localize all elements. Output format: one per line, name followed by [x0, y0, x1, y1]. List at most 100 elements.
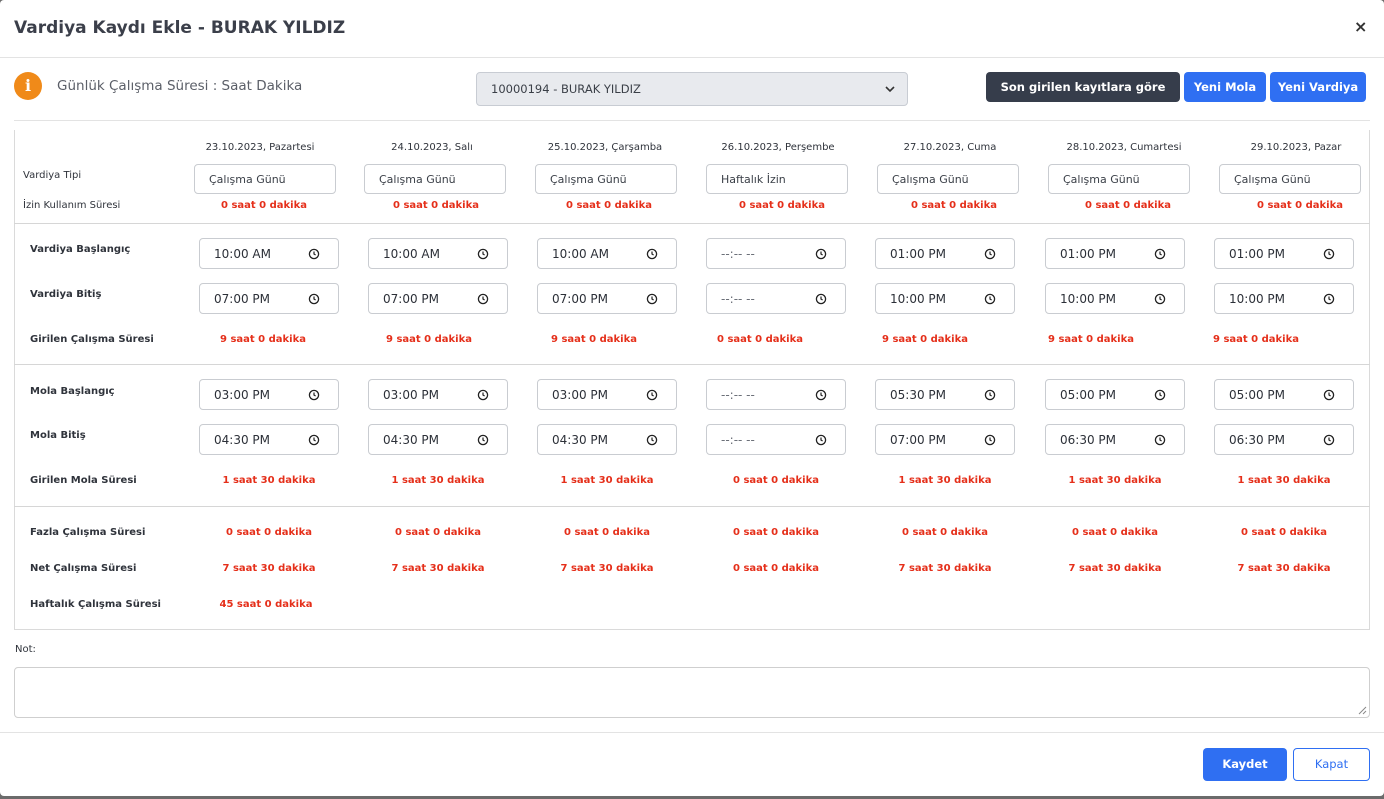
- shift-type-value: Çalışma Günü: [550, 173, 627, 186]
- note-textarea[interactable]: [14, 667, 1370, 718]
- clock-icon[interactable]: [646, 293, 658, 305]
- shift-end-input[interactable]: 10:00 PM: [875, 283, 1015, 314]
- break-start-input[interactable]: 03:00 PM: [368, 379, 508, 410]
- shift-end-input[interactable]: 07:00 PM: [537, 283, 677, 314]
- shift-start-input[interactable]: 10:00 AM: [199, 238, 339, 269]
- clock-icon[interactable]: [1154, 248, 1166, 260]
- shift-type-label: Vardiya Tipi: [23, 170, 82, 181]
- clock-icon[interactable]: [815, 248, 827, 260]
- shift-start-input[interactable]: --:-- --: [706, 238, 846, 269]
- clock-icon[interactable]: [477, 434, 489, 446]
- break-end-input-value: --:-- --: [721, 433, 755, 447]
- clock-icon[interactable]: [646, 434, 658, 446]
- clock-icon[interactable]: [984, 389, 996, 401]
- shift-start-input-value: 01:00 PM: [890, 247, 946, 261]
- break-end-input[interactable]: 04:30 PM: [537, 424, 677, 455]
- break-end-input-value: 07:00 PM: [890, 433, 946, 447]
- shift-start-input[interactable]: 01:00 PM: [1045, 238, 1185, 269]
- shift-start-input[interactable]: 01:00 PM: [1214, 238, 1354, 269]
- shift-end-label: Vardiya Bitiş: [30, 289, 102, 300]
- shift-start-input-value: 10:00 AM: [383, 247, 440, 261]
- resize-grip-icon[interactable]: [1358, 706, 1367, 715]
- weekly-shift-grid: [14, 130, 1370, 630]
- break-end-input[interactable]: 04:30 PM: [199, 424, 339, 455]
- break-end-input[interactable]: 06:30 PM: [1214, 424, 1354, 455]
- break-start-input[interactable]: 05:30 PM: [875, 379, 1015, 410]
- divider: [14, 506, 1370, 507]
- clock-icon[interactable]: [1323, 293, 1335, 305]
- shift-start-input[interactable]: 01:00 PM: [875, 238, 1015, 269]
- divider: [14, 223, 1370, 224]
- new-shift-button[interactable]: Yeni Vardiya: [1270, 72, 1366, 102]
- clock-icon[interactable]: [477, 248, 489, 260]
- break-start-label: Mola Başlangıç: [30, 386, 115, 397]
- clock-icon[interactable]: [815, 293, 827, 305]
- break-start-input[interactable]: 05:00 PM: [1214, 379, 1354, 410]
- shift-type-select[interactable]: Çalışma Günü: [364, 164, 506, 194]
- clock-icon[interactable]: [1154, 293, 1166, 305]
- clock-icon[interactable]: [1323, 248, 1335, 260]
- shift-end-input[interactable]: 10:00 PM: [1214, 283, 1354, 314]
- net-work-label: Net Çalışma Süresi: [30, 563, 137, 574]
- day-date-header: 29.10.2023, Pazar: [1250, 142, 1342, 153]
- clock-icon[interactable]: [984, 248, 996, 260]
- shift-type-select[interactable]: Çalışma Günü: [194, 164, 336, 194]
- fetch-last-entries-button[interactable]: Son girilen kayıtlara göre getir: [986, 72, 1180, 124]
- clock-icon[interactable]: [646, 248, 658, 260]
- shift-type-select[interactable]: Haftalık İzin: [706, 164, 848, 194]
- entered-break-value: 1 saat 30 dakika: [391, 475, 485, 486]
- shift-type-value: Haftalık İzin: [721, 173, 786, 186]
- shift-start-input[interactable]: 10:00 AM: [537, 238, 677, 269]
- break-start-input-value: 05:30 PM: [890, 388, 946, 402]
- clock-icon[interactable]: [1154, 434, 1166, 446]
- entered-work-label: Girilen Çalışma Süresi: [30, 334, 154, 345]
- break-end-input[interactable]: 06:30 PM: [1045, 424, 1185, 455]
- clock-icon[interactable]: [815, 389, 827, 401]
- new-break-button[interactable]: Yeni Mola: [1184, 72, 1266, 102]
- clock-icon[interactable]: [308, 434, 320, 446]
- shift-start-input[interactable]: 10:00 AM: [368, 238, 508, 269]
- break-end-input-value: 04:30 PM: [383, 433, 439, 447]
- clock-icon[interactable]: [477, 293, 489, 305]
- shift-end-input[interactable]: --:-- --: [706, 283, 846, 314]
- break-start-input[interactable]: 03:00 PM: [537, 379, 677, 410]
- shift-end-input[interactable]: 10:00 PM: [1045, 283, 1185, 314]
- clock-icon[interactable]: [1323, 389, 1335, 401]
- shift-type-select[interactable]: Çalışma Günü: [1219, 164, 1361, 194]
- break-end-input[interactable]: 04:30 PM: [368, 424, 508, 455]
- shift-type-select[interactable]: Çalışma Günü: [877, 164, 1019, 194]
- clock-icon[interactable]: [646, 389, 658, 401]
- clock-icon[interactable]: [815, 434, 827, 446]
- clock-icon[interactable]: [308, 248, 320, 260]
- shift-type-select[interactable]: Çalışma Günü: [535, 164, 677, 194]
- shift-end-input-value: 10:00 PM: [1229, 292, 1285, 306]
- employee-select-value: 10000194 - BURAK YILDIZ: [491, 82, 641, 96]
- shift-end-input[interactable]: 07:00 PM: [199, 283, 339, 314]
- shift-type-select[interactable]: Çalışma Günü: [1048, 164, 1190, 194]
- close-icon[interactable]: ×: [1354, 17, 1368, 36]
- close-button[interactable]: Kapat: [1293, 748, 1370, 781]
- entered-break-value: 0 saat 0 dakika: [733, 475, 819, 486]
- entered-break-value: 1 saat 30 dakika: [1237, 475, 1331, 486]
- break-start-input[interactable]: 03:00 PM: [199, 379, 339, 410]
- clock-icon[interactable]: [477, 389, 489, 401]
- shift-end-input[interactable]: 07:00 PM: [368, 283, 508, 314]
- break-end-input[interactable]: 07:00 PM: [875, 424, 1015, 455]
- net-work-value: 7 saat 30 dakika: [1068, 563, 1162, 574]
- shift-type-value: Çalışma Günü: [1234, 173, 1311, 186]
- overtime-value: 0 saat 0 dakika: [564, 527, 650, 538]
- employee-select[interactable]: 10000194 - BURAK YILDIZ: [476, 72, 908, 106]
- leave-usage-value: 0 saat 0 dakika: [1257, 200, 1343, 211]
- break-start-input[interactable]: --:-- --: [706, 379, 846, 410]
- clock-icon[interactable]: [984, 434, 996, 446]
- clock-icon[interactable]: [308, 389, 320, 401]
- clock-icon[interactable]: [1323, 434, 1335, 446]
- break-end-input[interactable]: --:-- --: [706, 424, 846, 455]
- shift-end-input-value: 07:00 PM: [383, 292, 439, 306]
- save-button[interactable]: Kaydet: [1203, 748, 1287, 781]
- clock-icon[interactable]: [1154, 389, 1166, 401]
- clock-icon[interactable]: [308, 293, 320, 305]
- break-start-input[interactable]: 05:00 PM: [1045, 379, 1185, 410]
- overtime-value: 0 saat 0 dakika: [902, 527, 988, 538]
- clock-icon[interactable]: [984, 293, 996, 305]
